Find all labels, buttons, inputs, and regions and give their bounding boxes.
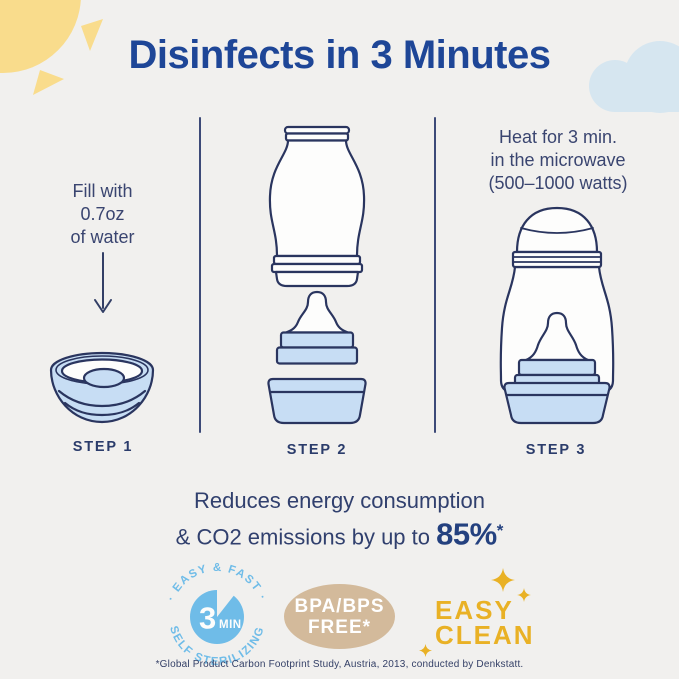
energy-claim: Reduces energy consumption & CO2 emissio… bbox=[0, 487, 679, 554]
badge-minutes-unit: MIN bbox=[219, 619, 242, 631]
down-arrow-icon bbox=[94, 252, 112, 313]
bpa-badge-line1: BPA/BPS bbox=[294, 595, 385, 617]
bottle-parts-illustration bbox=[267, 125, 367, 425]
easy-clean-line1: EASY bbox=[435, 595, 514, 625]
badge-minutes-value: 3 bbox=[199, 601, 216, 636]
assembled-bottle-illustration bbox=[499, 206, 615, 425]
bpa-free-badge: BPA/BPS FREE* bbox=[284, 584, 395, 649]
sun-icon bbox=[0, 0, 103, 95]
claim-highlight: 85% bbox=[436, 516, 497, 552]
column-divider bbox=[199, 117, 201, 433]
step2-label: STEP 2 bbox=[286, 442, 348, 458]
step1-instruction: Fill with 0.7oz of water bbox=[70, 181, 135, 247]
sparkle-icon bbox=[491, 568, 515, 592]
step1-label: STEP 1 bbox=[72, 439, 134, 455]
sparkle-icon bbox=[419, 644, 432, 657]
self-sterilizing-badge: 3 MIN · EASY & FAST · SELF STERILIZING bbox=[165, 562, 267, 668]
footnote: *Global Product Carbon Footprint Study, … bbox=[155, 659, 524, 670]
cloud-icon bbox=[589, 41, 679, 113]
claim-asterisk: * bbox=[496, 521, 504, 540]
step3-instruction: Heat for 3 min. in the microwave (500–10… bbox=[488, 127, 628, 193]
easy-clean-line2: CLEAN bbox=[435, 620, 535, 650]
timer-wedge-icon bbox=[217, 584, 237, 617]
claim-line2: & CO2 emissions by up to 85%* bbox=[0, 514, 679, 554]
sterilizer-bowl-illustration bbox=[49, 351, 155, 424]
claim-line2-text: & CO2 emissions by up to bbox=[175, 524, 431, 550]
bpa-badge-line2: FREE* bbox=[307, 616, 372, 638]
claim-line1: Reduces energy consumption bbox=[193, 488, 486, 513]
column-divider bbox=[434, 117, 436, 433]
easy-clean-badge: EASY CLEAN bbox=[435, 597, 535, 648]
sparkle-icon bbox=[517, 588, 531, 602]
step3-label: STEP 3 bbox=[525, 442, 587, 458]
page-title: Disinfects in 3 Minutes bbox=[128, 33, 551, 77]
